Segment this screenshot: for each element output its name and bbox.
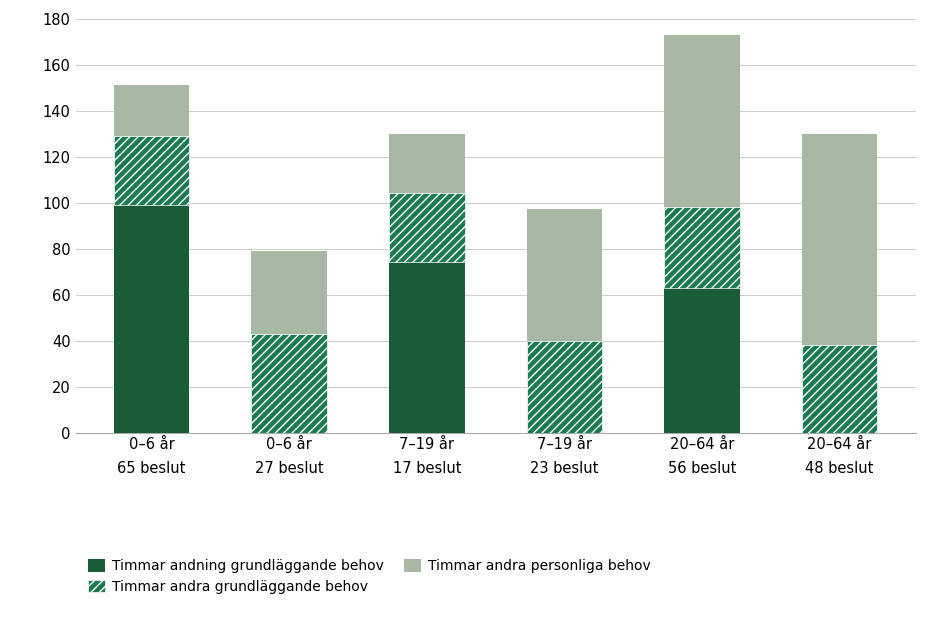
- Bar: [665, 207, 740, 287]
- Bar: [527, 341, 602, 433]
- Bar: [389, 263, 464, 433]
- Bar: [113, 85, 190, 136]
- Bar: [113, 136, 190, 205]
- Bar: [527, 210, 602, 341]
- Bar: [665, 35, 740, 207]
- Bar: [389, 133, 464, 193]
- Bar: [665, 287, 740, 433]
- Bar: [801, 133, 878, 345]
- Bar: [251, 334, 327, 433]
- Legend: Timmar andning grundläggande behov, Timmar andra grundläggande behov, Timmar and: Timmar andning grundläggande behov, Timm…: [82, 554, 656, 599]
- Bar: [113, 205, 190, 433]
- Bar: [801, 345, 878, 433]
- Bar: [389, 193, 464, 263]
- Bar: [251, 251, 327, 334]
